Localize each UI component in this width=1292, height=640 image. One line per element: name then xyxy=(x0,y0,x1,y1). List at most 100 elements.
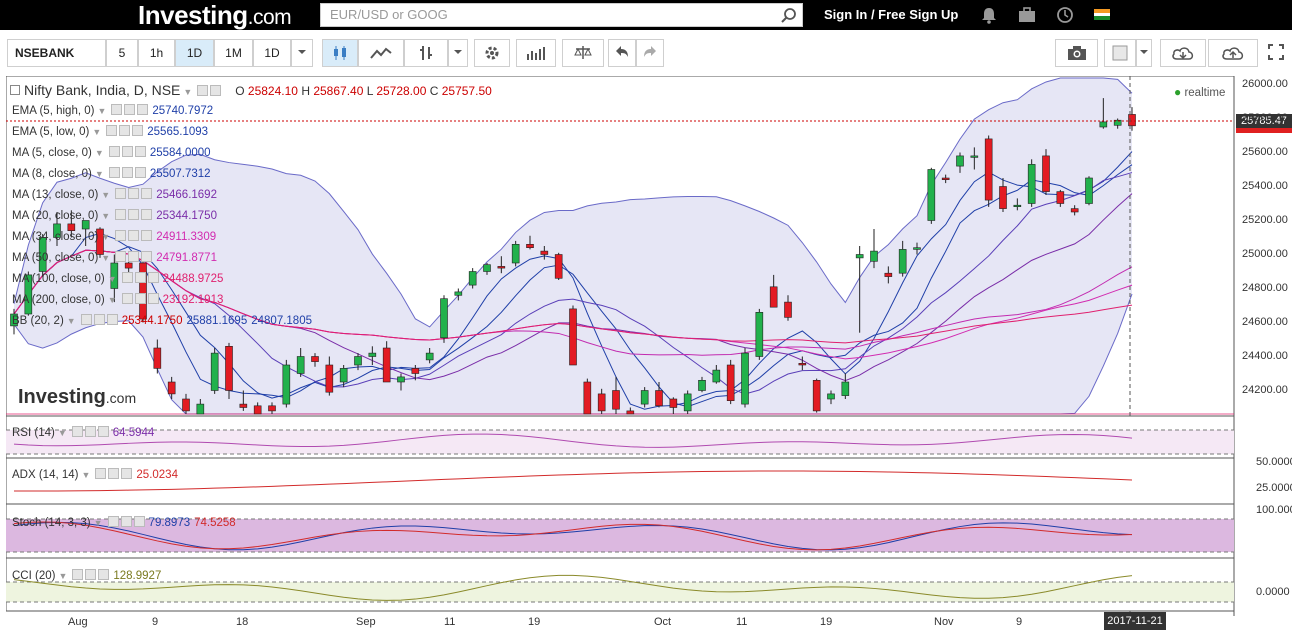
caret-down-icon[interactable]: ▼ xyxy=(81,470,91,480)
clock-icon[interactable] xyxy=(1056,6,1074,24)
caret-down-icon[interactable]: ▼ xyxy=(57,428,67,438)
hide-icon[interactable] xyxy=(121,272,133,283)
hide-icon[interactable] xyxy=(107,516,119,527)
caret-down-icon[interactable]: ▼ xyxy=(92,127,102,137)
settings-small-icon[interactable] xyxy=(121,146,133,157)
indicators-button[interactable] xyxy=(516,39,556,67)
close-icon[interactable] xyxy=(141,251,153,262)
indicator-legend-row[interactable]: MA (8, close, 0) ▼ 25507.7312 xyxy=(12,167,211,180)
save-cloud-button[interactable] xyxy=(1208,39,1258,67)
caret-down-icon[interactable]: ▼ xyxy=(66,316,76,326)
hide-icon[interactable] xyxy=(95,468,107,479)
chart-container[interactable]: Nifty Bank, India, D, NSE ▼ O 25824.10 H … xyxy=(6,76,1292,636)
caret-down-icon[interactable]: ▼ xyxy=(58,571,68,581)
candles-button[interactable] xyxy=(322,39,358,67)
caret-down-icon[interactable]: ▼ xyxy=(107,274,117,284)
hide-icon[interactable] xyxy=(72,569,84,580)
interval-1m[interactable]: 1M xyxy=(214,39,253,67)
settings-small-icon[interactable] xyxy=(121,167,133,178)
hide-icon[interactable] xyxy=(115,209,127,220)
close-icon[interactable] xyxy=(141,209,153,220)
settings-small-icon[interactable] xyxy=(85,569,97,580)
chart-type-dropdown[interactable] xyxy=(448,39,468,67)
caret-down-icon[interactable]: ▼ xyxy=(97,106,107,116)
color-button[interactable] xyxy=(1104,39,1136,67)
sign-in-link[interactable]: Sign In / Free Sign Up xyxy=(824,7,959,22)
settings-small-icon[interactable] xyxy=(128,251,140,262)
price-chart[interactable] xyxy=(6,76,1292,636)
caret-down-icon[interactable]: ▼ xyxy=(101,211,111,221)
settings-small-icon[interactable] xyxy=(119,125,131,136)
interval-5[interactable]: 5 xyxy=(106,39,138,67)
redo-button[interactable] xyxy=(636,39,664,67)
investing-logo[interactable]: Investing.com xyxy=(138,0,292,30)
indicator-legend-row[interactable]: MA (13, close, 0) ▼ 25466.1692 xyxy=(12,188,217,201)
load-cloud-button[interactable] xyxy=(1160,39,1206,67)
close-icon[interactable] xyxy=(133,516,145,527)
close-icon[interactable] xyxy=(147,293,159,304)
interval-1d[interactable]: 1D xyxy=(175,39,214,67)
chart-type-button[interactable] xyxy=(358,39,404,67)
adx-legend-row[interactable]: ADX (14, 14) ▼ 25.0234 xyxy=(12,468,178,481)
settings-small-icon[interactable] xyxy=(128,209,140,220)
range-dropdown[interactable] xyxy=(291,39,313,67)
caret-down-icon[interactable]: ▼ xyxy=(107,295,117,305)
hide-icon[interactable] xyxy=(71,426,83,437)
hide-icon[interactable] xyxy=(80,314,92,325)
settings-small-icon[interactable] xyxy=(210,85,222,96)
interval-1h[interactable]: 1h xyxy=(138,39,175,67)
caret-down-icon[interactable]: ▼ xyxy=(101,232,111,242)
search-input[interactable]: EUR/USD or GOOG xyxy=(320,3,803,27)
close-icon[interactable] xyxy=(97,426,109,437)
hide-icon[interactable] xyxy=(111,104,123,115)
settings-small-icon[interactable] xyxy=(120,516,132,527)
settings-small-icon[interactable] xyxy=(134,272,146,283)
close-icon[interactable] xyxy=(132,125,144,136)
caret-down-icon[interactable]: ▼ xyxy=(101,190,111,200)
caret-down-icon[interactable]: ▼ xyxy=(93,518,103,528)
hide-icon[interactable] xyxy=(106,125,118,136)
search-icon[interactable] xyxy=(780,7,798,25)
close-icon[interactable] xyxy=(137,104,149,115)
settings-small-icon[interactable] xyxy=(128,230,140,241)
caret-down-icon[interactable]: ▼ xyxy=(101,253,111,263)
portfolio-icon[interactable] xyxy=(1018,6,1036,24)
indicator-legend-row[interactable]: MA (100, close, 0) ▼ 24488.9725 xyxy=(12,272,223,285)
hide-icon[interactable] xyxy=(121,293,133,304)
settings-small-icon[interactable] xyxy=(134,293,146,304)
undo-button[interactable] xyxy=(608,39,636,67)
close-icon[interactable] xyxy=(141,230,153,241)
rsi-legend-row[interactable]: RSI (14) ▼ 64.5944 xyxy=(12,426,154,439)
settings-small-icon[interactable] xyxy=(128,188,140,199)
hide-icon[interactable] xyxy=(197,85,209,96)
indicator-legend-row[interactable]: MA (20, close, 0) ▼ 25344.1750 xyxy=(12,209,217,222)
settings-small-icon[interactable] xyxy=(124,104,136,115)
collapse-icon[interactable] xyxy=(10,85,20,95)
caret-down-icon[interactable]: ▼ xyxy=(94,148,104,158)
hide-icon[interactable] xyxy=(108,146,120,157)
bell-icon[interactable] xyxy=(981,6,997,24)
close-icon[interactable] xyxy=(134,167,146,178)
bar-type-button[interactable] xyxy=(404,39,448,67)
close-icon[interactable] xyxy=(121,468,133,479)
compare-button[interactable] xyxy=(562,39,604,67)
color-dropdown[interactable] xyxy=(1136,39,1152,67)
indicator-legend-row[interactable]: MA (50, close, 0) ▼ 24791.8771 xyxy=(12,251,217,264)
close-icon[interactable] xyxy=(98,569,110,580)
indicator-legend-row[interactable]: EMA (5, high, 0) ▼ 25740.7972 xyxy=(12,104,213,117)
close-icon[interactable] xyxy=(106,314,118,325)
indicator-legend-row[interactable]: EMA (5, low, 0) ▼ 25565.1093 xyxy=(12,125,208,138)
stoch-legend-row[interactable]: Stoch (14, 3, 3) ▼ 79.8973 74.5258 xyxy=(12,516,236,529)
bb-legend-row[interactable]: BB (20, 2) ▼ 25344.1750 25881.1695 24807.180… xyxy=(12,314,312,327)
range-select[interactable]: 1D xyxy=(253,39,291,67)
indicator-legend-row[interactable]: MA (200, close, 0) ▼ 23192.1913 xyxy=(12,293,223,306)
hide-icon[interactable] xyxy=(108,167,120,178)
settings-small-icon[interactable] xyxy=(84,426,96,437)
hide-icon[interactable] xyxy=(115,188,127,199)
caret-down-icon[interactable]: ▼ xyxy=(94,169,104,179)
close-icon[interactable] xyxy=(147,272,159,283)
indicator-legend-row[interactable]: MA (5, close, 0) ▼ 25584.0000 xyxy=(12,146,211,159)
close-icon[interactable] xyxy=(134,146,146,157)
settings-small-icon[interactable] xyxy=(108,468,120,479)
hide-icon[interactable] xyxy=(115,251,127,262)
